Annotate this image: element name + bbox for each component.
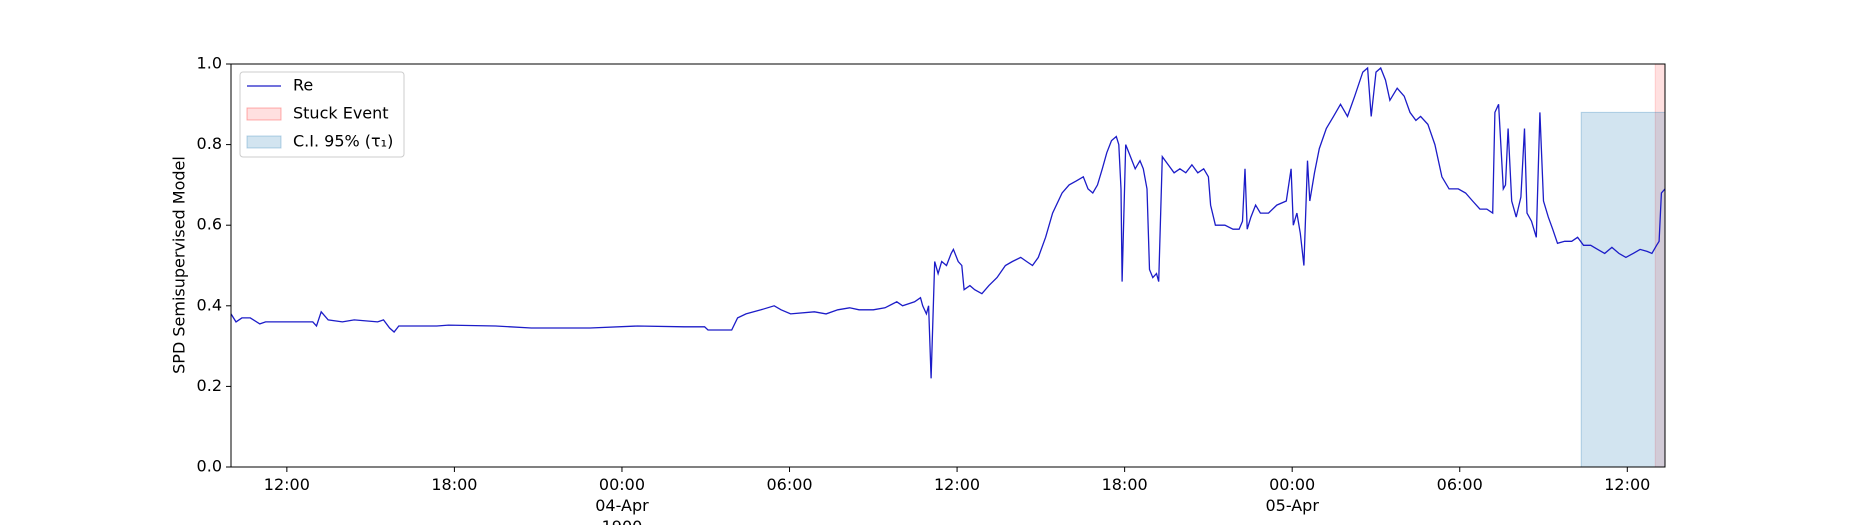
plot-frame [230,63,1666,468]
x-tick-label: 18:00 [1101,475,1148,494]
y-tick-label: 1.0 [197,54,222,73]
region [1580,111,1666,468]
y-tick-label: 0.8 [197,134,222,153]
legend-patch [246,135,282,149]
legend-label: C.I. 95% (τ₁) [293,132,393,151]
legend-label: Stuck Event [293,104,389,123]
x-tick-label: 12:00 [263,475,310,494]
data-line [230,66,1666,379]
x-tick-label: 18:00 [431,475,478,494]
x-tick-label: 06:00 [766,475,813,494]
legend-box [239,71,405,158]
y-axis-label: SPD Semisupervised Model [170,156,189,374]
x-tick-label: 00:00 05-Apr [1265,475,1319,515]
x-tick-label: 12:00 [934,475,981,494]
y-tick-label: 0.2 [197,376,222,395]
x-tick-label: 06:00 [1436,475,1483,494]
legend-patch [246,107,282,121]
legend: Re Stuck Event C.I. 95% (τ₁) [239,71,405,158]
x-tick-label: 12:00 [1604,475,1651,494]
y-tick-label: 0.6 [197,215,222,234]
legend-label: Re [293,76,313,95]
y-tick-label: 0.4 [197,295,222,314]
x-tick-label: 00:00 04-Apr 1900 [595,475,649,525]
y-tick-label: 0.0 [197,457,222,476]
